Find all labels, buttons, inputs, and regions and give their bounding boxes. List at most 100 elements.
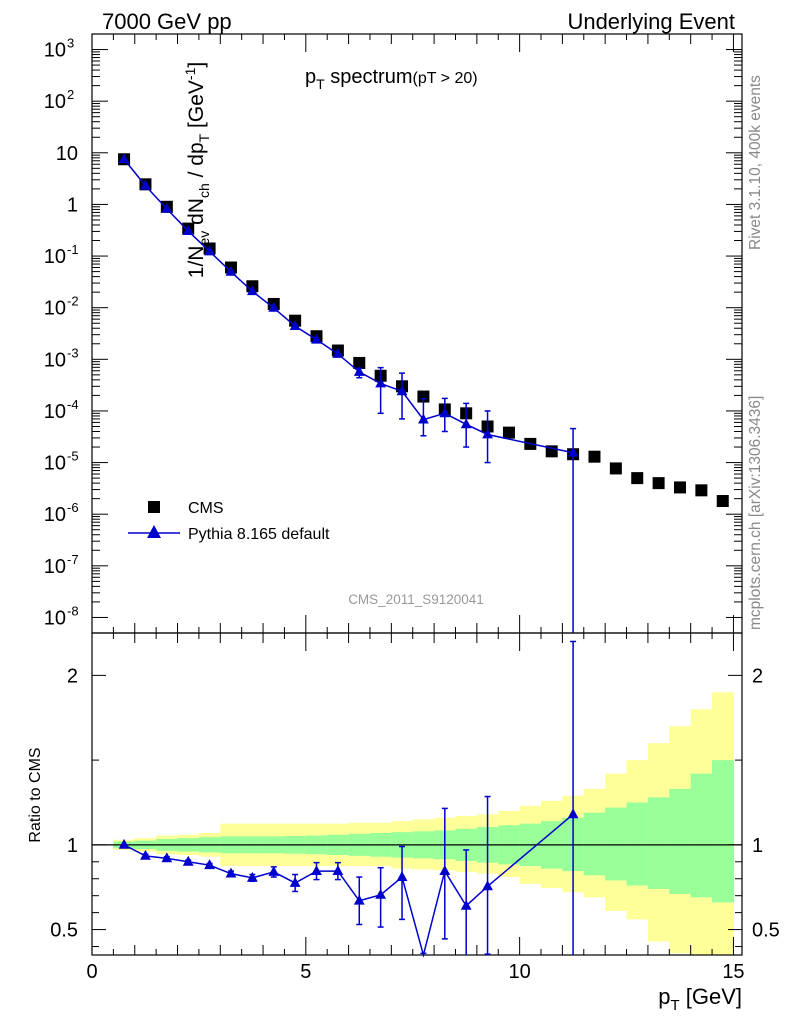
pythia-point xyxy=(396,385,408,396)
pythia-point xyxy=(246,285,258,296)
ratio-panel: 0 5 10 15 0.5 0.5 1 1 2 2 xyxy=(50,632,780,983)
cms-point xyxy=(695,484,708,497)
y-tick-label: 10 xyxy=(44,453,66,475)
cms-point xyxy=(609,462,622,475)
cms-point xyxy=(673,481,686,494)
cms-point xyxy=(588,450,601,463)
pythia-point xyxy=(289,320,301,330)
ratio-point xyxy=(353,894,365,905)
y-tick-exponent: -6 xyxy=(67,500,79,515)
energy-label: 7000 GeV pp xyxy=(102,9,232,34)
title-sub: T xyxy=(316,76,325,92)
pythia-point xyxy=(353,365,365,376)
ratio-tick-label-left: 1 xyxy=(67,835,78,857)
y-tick-exponent: -7 xyxy=(67,552,79,567)
pythia-point xyxy=(182,225,194,235)
ratio-point xyxy=(567,808,579,819)
ratio-point xyxy=(161,852,173,863)
pythia-point xyxy=(460,418,472,429)
y-tick-exponent: 3 xyxy=(67,36,74,51)
ratio-point xyxy=(289,876,301,887)
cms-point xyxy=(652,477,665,490)
x-tick-label: 10 xyxy=(509,961,531,983)
y-tick-exponent: 2 xyxy=(67,87,74,102)
pythia-point xyxy=(311,333,322,344)
y-tick-label: 10 xyxy=(44,556,66,578)
y-tick-label: 1 xyxy=(67,194,78,216)
ylabel-c-sub: T xyxy=(196,133,212,142)
y-tick-exponent: -1 xyxy=(67,242,79,257)
y-tick-label: 10 xyxy=(44,91,66,113)
ratio-point xyxy=(460,899,472,910)
pythia-point xyxy=(204,245,215,256)
band-inner-bin xyxy=(647,797,670,889)
cms-point xyxy=(353,356,366,369)
x-tick-label: 5 xyxy=(300,961,311,983)
y-tick-label: 10 xyxy=(44,401,66,423)
y-tick-label: 10 xyxy=(44,298,66,320)
legend-mc-label: Pythia 8.165 default xyxy=(188,526,330,543)
mcplots-label: mcplots.cern.ch [arXiv:1306.3436] xyxy=(747,396,764,630)
band-inner-bin xyxy=(669,788,692,894)
y-axis-label: 1/Nev dNch / dpT [GeV-1] xyxy=(182,62,212,278)
rivet-version-label: Rivet 3.1.10, 400k events xyxy=(747,75,764,250)
ratio-tick-label-left: 0.5 xyxy=(50,920,78,942)
xlabel-rest: [GeV] xyxy=(680,984,742,1009)
y-tick-exponent: -2 xyxy=(67,294,79,309)
ratio-point xyxy=(268,865,280,876)
pythia-point xyxy=(332,347,344,358)
ratio-point xyxy=(182,855,194,866)
cms-point xyxy=(631,472,644,485)
ratio-point xyxy=(140,849,151,860)
ratio-point xyxy=(225,867,237,878)
pythia-point xyxy=(161,202,173,213)
ylabel-d: [GeV xyxy=(185,80,208,134)
plot-title: pT spectrum(pT > 20) xyxy=(305,66,478,92)
ylabel-c: / dp xyxy=(185,142,208,183)
pythia-point xyxy=(482,428,493,439)
pythia-point xyxy=(225,265,237,276)
ratio-point xyxy=(246,871,258,882)
ratio-tick-label-right: 1 xyxy=(752,835,763,857)
ylabel-b: dN xyxy=(185,198,208,231)
pythia-point xyxy=(439,407,451,418)
ratio-axis-label: Ratio to CMS xyxy=(27,747,44,842)
x-tick-label: 15 xyxy=(722,961,744,983)
y-tick-label: 10 xyxy=(44,607,66,629)
ylabel-d-sup: -1 xyxy=(182,67,198,80)
ratio-point xyxy=(396,871,408,881)
ratio-point xyxy=(204,859,215,870)
xlabel-sub: T xyxy=(670,997,679,1014)
title-note: (pT > 20) xyxy=(413,70,478,87)
legend-cms-label: CMS xyxy=(188,500,224,517)
y-tick-exponent: -3 xyxy=(67,345,79,360)
legend-mc-marker xyxy=(147,525,161,538)
band-inner-bin xyxy=(690,773,713,898)
title-main: p xyxy=(305,66,316,88)
pythia-point xyxy=(375,377,387,388)
y-tick-label: 10 xyxy=(44,40,66,62)
y-tick-label: 10 xyxy=(56,143,78,165)
pythia-point xyxy=(140,179,151,190)
ratio-point xyxy=(311,865,322,876)
ratio-tick-label-right: 0.5 xyxy=(752,920,780,942)
band-inner-bin xyxy=(605,807,628,881)
ratio-point xyxy=(482,880,493,891)
ratio-point xyxy=(332,865,344,876)
band-inner-bin xyxy=(712,760,734,903)
title-rest: spectrum xyxy=(325,66,413,88)
x-axis-label: pT [GeV] xyxy=(658,984,742,1014)
legend: CMS Pythia 8.165 default xyxy=(128,500,330,543)
ylabel-a: 1/N xyxy=(185,246,208,279)
ylabel-a-sub: ev xyxy=(196,231,212,246)
analysis-id-label: CMS_2011_S9120041 xyxy=(348,592,484,607)
process-label: Underlying Event xyxy=(567,9,735,34)
pythia-point xyxy=(268,301,280,312)
bottom-frame xyxy=(91,632,743,956)
ratio-tick-label-left: 2 xyxy=(67,665,78,687)
ratio-point xyxy=(118,838,130,849)
pythia-point xyxy=(118,153,130,164)
ratio-point xyxy=(375,888,387,899)
ylabel-b-sub: ch xyxy=(196,183,212,198)
